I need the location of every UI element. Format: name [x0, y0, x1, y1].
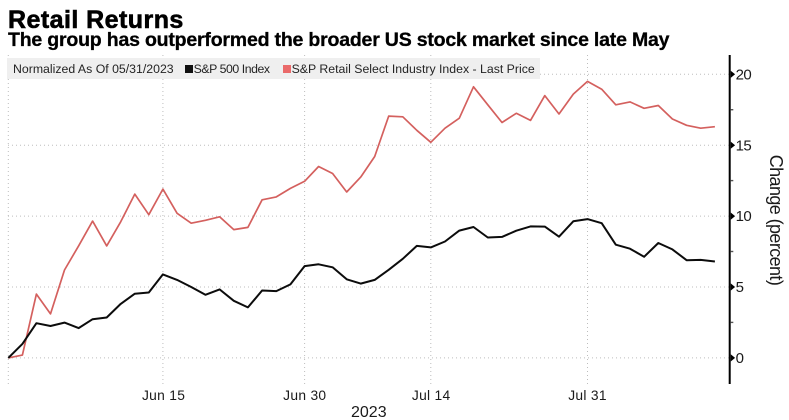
svg-text:Jun 15: Jun 15 [142, 388, 185, 403]
svg-text:Jun 30: Jun 30 [283, 388, 326, 403]
svg-text:Jul 31: Jul 31 [568, 388, 607, 403]
svg-text:20: 20 [736, 66, 752, 83]
svg-text:2023: 2023 [351, 404, 387, 420]
svg-text:0: 0 [736, 350, 744, 367]
svg-text:5: 5 [736, 279, 744, 296]
svg-text:15: 15 [736, 137, 752, 154]
svg-text:10: 10 [736, 208, 752, 225]
svg-text:Change (percent): Change (percent) [766, 155, 786, 285]
svg-text:Jul 14: Jul 14 [412, 388, 451, 403]
